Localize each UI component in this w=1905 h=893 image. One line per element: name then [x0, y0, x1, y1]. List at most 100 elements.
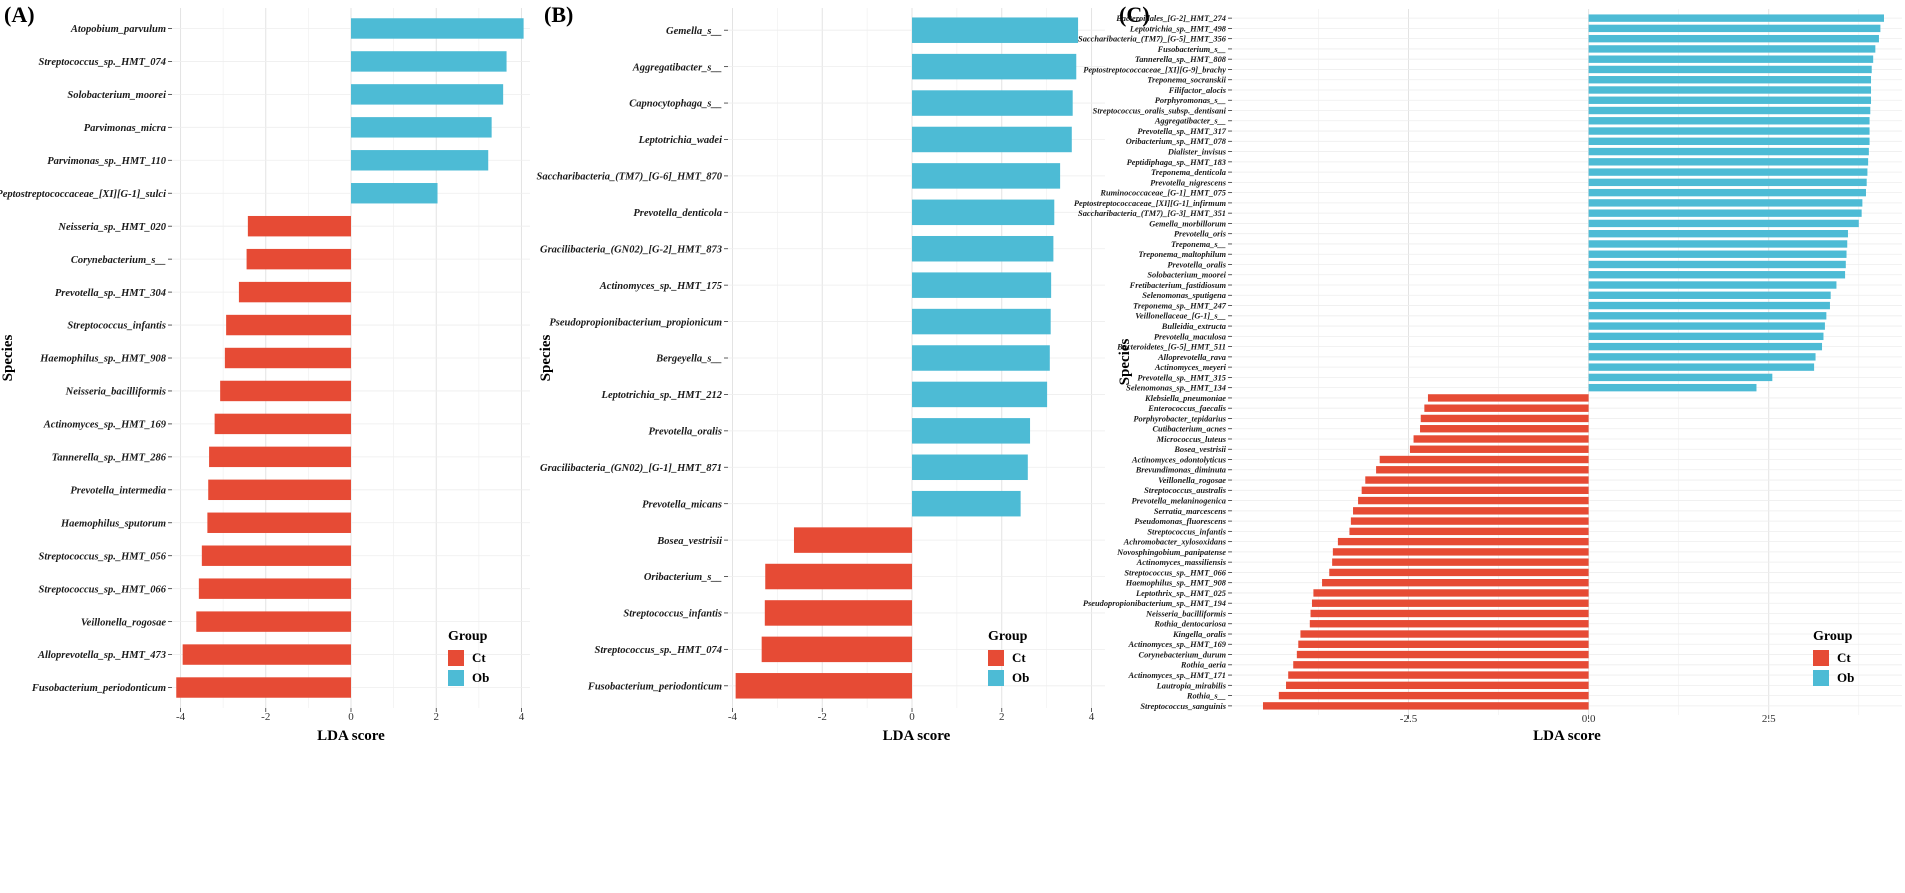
- category-label: Bacteroidetes_[G-5]_HMT_511: [1116, 343, 1226, 352]
- category-label: Prevotella_oralis: [649, 427, 723, 438]
- category-label: Streptococcus_infantis: [1147, 527, 1226, 536]
- category-label: Streptococcus_sp._HMT_066: [1124, 568, 1226, 577]
- bar-Actinomyces_meyeri: [1588, 363, 1815, 371]
- category-label: Cutibacterium_acnes: [1152, 425, 1226, 434]
- x-tick-label: 2.5: [1762, 713, 1776, 725]
- bar-Dialister_invisus: [1588, 147, 1869, 156]
- category-label: Streptococcus_sp._HMT_074: [595, 645, 722, 656]
- bar-Bergeyella_s__: [912, 345, 1050, 371]
- bar-Actinomyces_sp._HMT_169: [1298, 640, 1589, 648]
- category-label: Peptidiphaga_sp._HMT_183: [1127, 158, 1226, 167]
- bar-Alloprevotella_rava: [1588, 353, 1816, 361]
- y-axis-title: Species: [538, 335, 554, 382]
- bar-Fusobacterium_periodonticum: [735, 673, 913, 699]
- bar-Oribacterium_s__: [765, 563, 913, 590]
- category-label: Corynebacterium_s__: [71, 255, 166, 266]
- bar-Treponema_sp._HMT_247: [1588, 301, 1830, 310]
- panel-b: (B) Gemella_s__ Aggregatibacter_s__ Capnoc…: [537, 0, 1115, 893]
- bar-Parvimonas_micra: [351, 117, 492, 138]
- category-label: Actinomyces_sp._HMT_175: [599, 281, 722, 292]
- category-label: Streptococcus_sp._HMT_074: [39, 57, 166, 68]
- category-label: Selenomonas_sputigena: [1142, 291, 1226, 300]
- category-label: Veillonella_rogosae: [1158, 476, 1226, 485]
- category-label: Alloprevotella_rava: [1157, 353, 1226, 362]
- bar-Prevotella_denticola: [912, 199, 1055, 226]
- legend-swatch-Ct: [448, 650, 464, 666]
- category-label: Corynebacterium_durum: [1139, 650, 1227, 659]
- category-label: Rothia_dentocariosa: [1153, 620, 1226, 629]
- category-label: Streptococcus_infantis: [67, 321, 166, 332]
- legend-swatch-Ob: [448, 670, 464, 686]
- category-label: Fusobacterium_periodonticum: [31, 683, 166, 694]
- category-label: Actinomyces_sp._HMT_171: [1128, 671, 1226, 680]
- category-label: Tannerella_sp._HMT_286: [52, 453, 167, 464]
- bar-Peptostreptococcaceae_[XI][G-1]_infirmum: [1588, 199, 1863, 207]
- category-label: Prevotella_intermedia: [70, 485, 166, 496]
- chart-c-svg: Bacteroidales_[G-2]_HMT_274Leptotrichia_…: [1074, 9, 1902, 744]
- category-label: Solobacterium_moorei: [67, 90, 166, 101]
- category-label: Oribacterium_s__: [644, 572, 722, 583]
- bar-Selenomonas_sputigena: [1588, 291, 1831, 299]
- bar-Treponema_denticola: [1588, 168, 1868, 176]
- bar-Ruminococcaceae_[G-1]_HMT_075: [1588, 188, 1866, 197]
- category-label: Treponema_s__: [1171, 240, 1226, 249]
- category-label: Leptotrichia_wadei: [638, 135, 722, 146]
- category-label: Haemophilus_sp._HMT_908: [1125, 579, 1227, 588]
- category-label: Filifactor_alocis: [1168, 86, 1226, 95]
- category-label: Serratia_marcescens: [1154, 507, 1226, 516]
- x-tick-label: 0: [909, 711, 915, 723]
- legend-label-Ob: Ob: [1012, 670, 1029, 685]
- bar-Veillonella_rogosae: [196, 611, 351, 632]
- bar-Leptotrichia_sp._HMT_212: [912, 381, 1048, 408]
- bar-Actinomyces_odontolyticus: [1379, 455, 1589, 464]
- x-tick-label: 4: [519, 711, 525, 723]
- bar-Streptococcus_australis: [1361, 486, 1589, 495]
- bar-Neisseria_bacilliformis: [1310, 609, 1589, 618]
- bar-Haemophilus_sp._HMT_908: [224, 347, 351, 369]
- bar-Saccharibacteria_(TM7)_[G-5]_HMT_356: [1588, 34, 1879, 43]
- x-axis-title: LDA score: [1533, 728, 1601, 744]
- bar-Pseudopropionibacterium_propionicum: [912, 308, 1051, 335]
- y-axis-title: Species: [0, 335, 16, 382]
- category-label: Micrococcus_luteus: [1156, 435, 1226, 444]
- legend-label-Ct: Ct: [1837, 650, 1851, 665]
- bar-Streptococcus_sp._HMT_056: [201, 545, 351, 566]
- x-tick-label: 0: [348, 711, 354, 723]
- category-label: Bosea_vestrisii: [1173, 445, 1226, 454]
- bar-Selenomonas_sp._HMT_134: [1588, 383, 1757, 392]
- bar-Rothia_aeria: [1293, 661, 1589, 669]
- bar-Oribacterium_sp._HMT_078: [1588, 137, 1870, 146]
- category-label: Peptostreptococcaceae_[XI][G-1]_sulci: [0, 189, 166, 200]
- category-label: Treponema_denticola: [1151, 168, 1226, 177]
- bar-Saccharibacteria_(TM7)_[G-6]_HMT_870: [912, 163, 1061, 189]
- bar-Bacteroidales_[G-2]_HMT_274: [1588, 14, 1884, 22]
- bar-Streptococcus_infantis: [1349, 527, 1589, 536]
- category-label: Haemophilus_sputorum: [60, 518, 166, 529]
- bar-Leptothrix_sp._HMT_025: [1313, 589, 1589, 597]
- bar-Treponema_socranskii: [1588, 76, 1872, 84]
- bar-Streptococcus_infantis: [764, 600, 913, 626]
- bar-Prevotella_sp._HMT_304: [238, 281, 351, 303]
- legend-label-Ob: Ob: [472, 670, 489, 685]
- category-label: Brevundimonas_diminuta: [1135, 466, 1226, 475]
- category-label: Streptococcus_infantis: [623, 609, 722, 620]
- bar-Streptococcus_sp._HMT_066: [198, 578, 351, 599]
- bar-Rothia_s__: [1278, 691, 1589, 700]
- category-label: Prevotella_micans: [642, 499, 722, 510]
- bar-Prevotella_sp._HMT_315: [1588, 373, 1773, 382]
- bar-Peptostreptococcaceae_[XI][G-9]_brachy: [1588, 65, 1872, 74]
- legend-label-Ct: Ct: [472, 650, 486, 665]
- bar-Prevotella_nigrescens: [1588, 178, 1867, 187]
- bar-Prevotella_oris: [1588, 229, 1848, 238]
- bar-Streptococcus_infantis: [226, 314, 351, 336]
- category-label: Neisseria_bacilliformis: [1145, 609, 1226, 618]
- category-label: Prevotella_oralis: [1167, 260, 1226, 269]
- bar-Prevotella_oralis: [1588, 260, 1846, 269]
- x-tick-label: -2: [818, 711, 827, 723]
- bar-Solobacterium_moorei: [1588, 271, 1846, 279]
- y-axis-title: Species: [1117, 339, 1133, 386]
- bar-Gemella_morbillorum: [1588, 219, 1859, 228]
- category-label: Prevotella_sp._HMT_317: [1137, 127, 1226, 136]
- category-label: Bergeyella_s__: [655, 354, 722, 365]
- bar-Fusobacterium_periodonticum: [176, 677, 351, 698]
